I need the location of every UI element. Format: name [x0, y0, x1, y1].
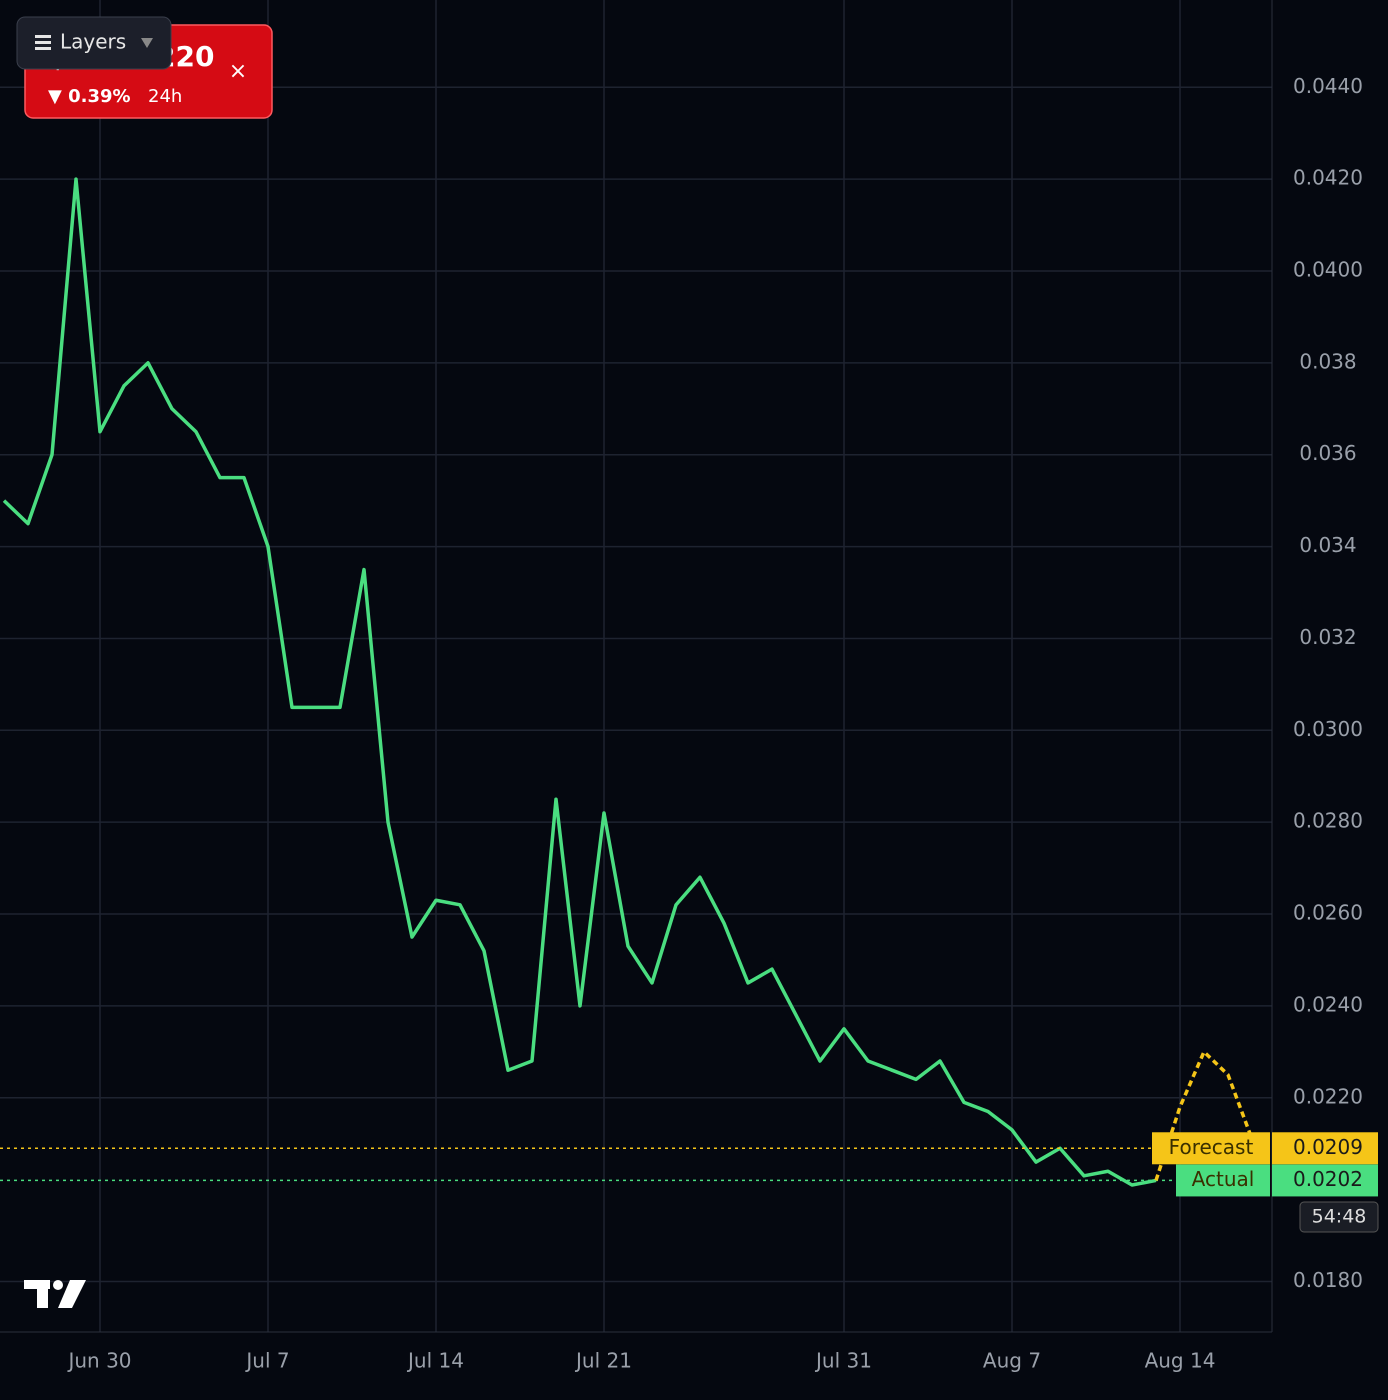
x-tick-label: Jun 30 [66, 1349, 131, 1373]
series-tag: Forecast [1169, 1135, 1254, 1159]
countdown: 54:48 [1312, 1206, 1367, 1228]
x-tick-label: Aug 7 [983, 1349, 1041, 1373]
x-tick-label: Jul 31 [814, 1349, 872, 1373]
layers-bg[interactable] [16, 16, 172, 70]
countdown-box [1299, 1201, 1379, 1233]
logo-part [58, 1280, 86, 1308]
series-line [1154, 1050, 1254, 1181]
marks [0, 177, 1272, 1187]
icon [141, 38, 153, 48]
y-tick-label: 0.0400 [1293, 257, 1363, 281]
layers-label[interactable]: Layers [60, 30, 126, 54]
change: ▼ 0.39% [48, 86, 131, 107]
y-tick-label: 0.0260 [1293, 901, 1363, 925]
tv-logo [24, 1280, 86, 1308]
y-tick-label: 0.0240 [1293, 992, 1363, 1016]
tags: Actual 0.0202 Forecast 0.0209 [1152, 1132, 1378, 1197]
y-tick-label: 0.036 [1299, 441, 1356, 465]
value-tag: 0.0202 [1293, 1167, 1363, 1191]
icon [35, 47, 51, 50]
series-tag: Actual [1192, 1167, 1255, 1191]
x-tick-label: Aug 14 [1145, 1349, 1216, 1373]
logo-part [53, 1280, 63, 1290]
value-tag: 0.0209 [1293, 1135, 1363, 1159]
series-tag-bg [1152, 1132, 1270, 1165]
value-tag-bg [1272, 1164, 1378, 1197]
y-tick-label: 0.0300 [1293, 717, 1363, 741]
series-tag-bg [1176, 1164, 1270, 1197]
y-tick-label: 0.034 [1299, 533, 1356, 557]
icon [35, 35, 51, 38]
y-tick-label: 0.0180 [1293, 1268, 1363, 1292]
y-tick-label: 0.0280 [1293, 809, 1363, 833]
value-tag-bg [1272, 1132, 1378, 1165]
y-tick-label: 0.0440 [1293, 74, 1363, 98]
series-line [2, 177, 1157, 1187]
close-button[interactable]: × [229, 59, 247, 84]
icon [35, 41, 51, 44]
x-tick-label: Jul 21 [574, 1349, 632, 1373]
logo-part [37, 1280, 48, 1308]
period: 24h [148, 86, 182, 107]
y-tick-label: 0.0420 [1293, 166, 1363, 190]
y-tick-label: 0.038 [1299, 349, 1356, 373]
y-tick-label: 0.032 [1299, 625, 1356, 649]
layers-button[interactable]: Layers [16, 16, 172, 70]
x-tick-label: Jul 14 [406, 1349, 464, 1373]
x-tick-label: Jul 7 [244, 1349, 289, 1373]
y-tick-label: 0.0220 [1293, 1084, 1363, 1108]
